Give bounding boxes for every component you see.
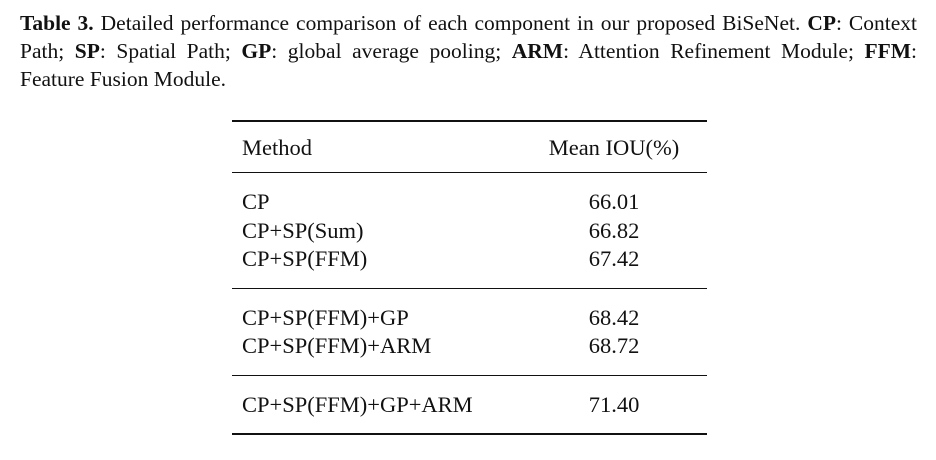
caption-term: GP: [241, 39, 272, 63]
caption-term: ARM: [511, 39, 564, 63]
table-row: CP+SP(FFM)+ARM 68.72: [232, 332, 707, 375]
caption-seg: : Attention Refinement Module;: [563, 39, 865, 63]
method-cell: CP+SP(FFM)+GP: [242, 304, 409, 330]
method-cell: CP: [242, 189, 270, 215]
method-cell: CP+SP(Sum): [242, 217, 364, 243]
caption-label: Table 3.: [20, 11, 94, 35]
caption-term: SP: [74, 39, 100, 63]
table-row: CP+SP(FFM) 67.42: [232, 245, 707, 288]
header-method: Method: [242, 135, 312, 160]
miou-cell: 68.42: [588, 304, 640, 330]
table-row: CP 66.01: [232, 172, 707, 217]
method-cell: CP+SP(FFM): [242, 246, 368, 272]
table-caption: Table 3. Detailed performance comparison…: [20, 9, 917, 93]
header-row: Method Mean IOU(%): [232, 121, 707, 173]
method-cell: CP+SP(FFM)+ARM: [242, 333, 432, 359]
table-row: CP+SP(FFM)+GP+ARM 71.40: [232, 375, 707, 434]
group-1: CP 66.01 CP+SP(Sum) 66.82 CP+SP(FFM) 67.…: [232, 172, 707, 289]
header-miou: Mean IOU(%): [548, 135, 680, 160]
caption-term: FFM: [864, 39, 912, 63]
group-3: CP+SP(FFM)+GP+ARM 71.40: [232, 375, 707, 434]
miou-cell: 67.42: [588, 246, 640, 272]
miou-cell: 66.01: [588, 189, 640, 215]
caption-seg: : global average pooling;: [271, 39, 512, 63]
miou-cell: 71.40: [588, 391, 640, 417]
caption-seg: Detailed performance comparison of each …: [93, 11, 808, 35]
caption-seg: : Context Path;: [20, 11, 918, 63]
results-table: Method Mean IOU(%) CP 66.01 CP+SP(Sum) 6…: [232, 120, 707, 435]
table-row: CP+SP(Sum) 66.82: [232, 217, 707, 246]
caption-seg: : Spatial Path;: [99, 39, 242, 63]
miou-cell: 66.82: [588, 217, 640, 243]
method-cell: CP+SP(FFM)+GP+ARM: [242, 391, 473, 417]
caption-seg: : Feature Fusion Module.: [20, 39, 918, 91]
table-row: CP+SP(FFM)+GP 68.42: [232, 288, 707, 332]
caption-term: CP: [807, 11, 836, 35]
results-table-container: Method Mean IOU(%) CP 66.01 CP+SP(Sum) 6…: [232, 120, 707, 435]
group-2: CP+SP(FFM)+GP 68.42 CP+SP(FFM)+ARM 68.72: [232, 288, 707, 375]
miou-cell: 68.72: [588, 333, 640, 359]
